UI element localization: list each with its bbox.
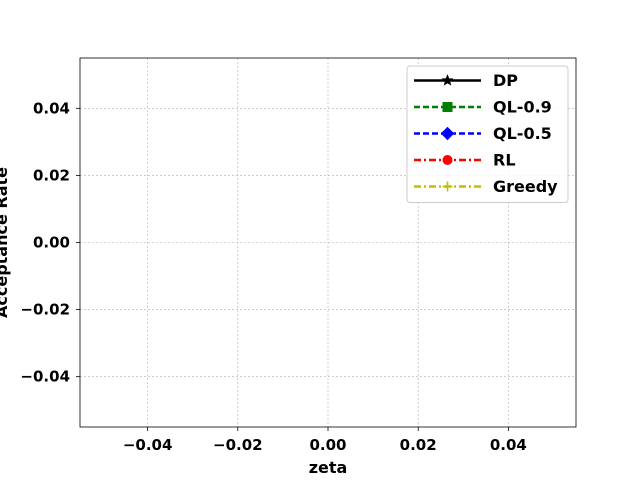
legend-label: Greedy <box>493 177 558 196</box>
x-tick-label: 0.04 <box>490 436 527 454</box>
legend-marker <box>441 74 454 86</box>
y-tick-label: 0.00 <box>33 234 70 252</box>
x-axis-label: zeta <box>309 458 348 477</box>
legend-box <box>406 65 569 203</box>
legend-item: QL-0.9 <box>414 98 552 117</box>
legend-item: QL-0.5 <box>414 124 552 143</box>
y-axis-ticks: −0.04 −0.02 0.00 0.02 0.04 <box>20 99 80 386</box>
legend-items: DP QL-0.9 QL-0.5 RL Greedy <box>414 71 558 196</box>
legend-label: RL <box>493 151 516 170</box>
y-tick-label: −0.04 <box>20 368 70 386</box>
legend-label: DP <box>493 71 518 90</box>
y-tick-label: 0.04 <box>33 99 70 117</box>
legend-marker <box>440 126 455 141</box>
legend-label: QL-0.5 <box>493 124 552 143</box>
legend: DP QL-0.9 QL-0.5 RL Greedy <box>406 65 569 203</box>
x-tick-label: −0.04 <box>123 436 173 454</box>
y-tick-label: 0.02 <box>33 166 70 184</box>
x-axis-ticks: −0.04 −0.02 0.00 0.02 0.04 <box>123 427 527 454</box>
legend-marker <box>442 155 453 165</box>
x-tick-label: −0.02 <box>213 436 263 454</box>
legend-item: Greedy <box>414 177 558 196</box>
legend-marker <box>442 181 453 192</box>
legend-item: DP <box>414 71 518 90</box>
y-tick-label: −0.02 <box>20 301 70 319</box>
x-tick-label: 0.02 <box>400 436 437 454</box>
y-axis-label: Acceptance Rate <box>0 167 11 318</box>
legend-item: RL <box>414 151 516 170</box>
legend-label: QL-0.9 <box>493 98 552 117</box>
legend-marker <box>442 102 453 112</box>
x-tick-label: 0.00 <box>309 436 346 454</box>
